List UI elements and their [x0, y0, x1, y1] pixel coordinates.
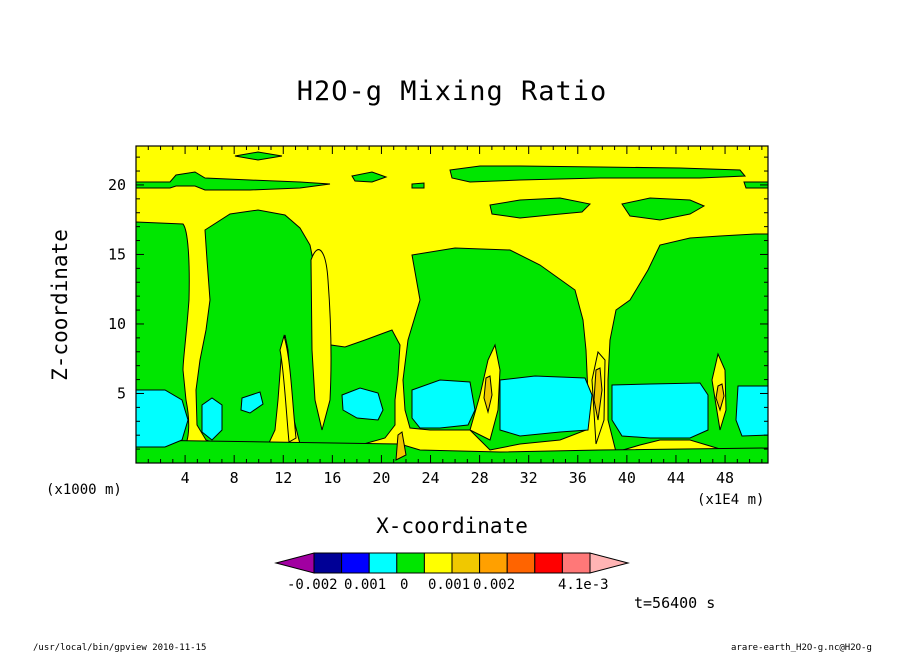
x-tick-label: 48 — [716, 469, 734, 487]
orange-spot-2 — [715, 383, 725, 412]
colorbar-segment — [368, 552, 398, 574]
green-speck-2 — [234, 151, 283, 161]
colorbar — [274, 552, 630, 574]
colorbar-segment — [451, 552, 481, 574]
axis-ticks — [136, 146, 768, 463]
footer-left: /usr/local/bin/gpview 2010-11-15 — [33, 643, 207, 653]
x-tick-label: 24 — [421, 469, 439, 487]
x-tick-label: 32 — [520, 469, 538, 487]
orange-spot-3 — [593, 367, 603, 421]
x-tick-label: 16 — [323, 469, 341, 487]
orange-spots — [395, 367, 725, 461]
colorbar-segment — [534, 552, 563, 574]
green-upper-layer-2 — [449, 165, 747, 183]
colorbar-segment — [561, 552, 591, 574]
x-tick-label: 36 — [569, 469, 587, 487]
cyan-region-4 — [341, 387, 384, 421]
colorbar-label-1: -0.002 — [287, 577, 338, 593]
colorbar-label-3: 0 — [400, 577, 409, 593]
cyan-region-7 — [611, 382, 709, 439]
colorbar-segment — [506, 552, 536, 574]
y-tick-label: 5 — [117, 384, 126, 402]
orange-spot-1 — [483, 375, 493, 414]
cyan-region-5 — [411, 379, 476, 429]
colorbar-label-2: 0.001 — [344, 577, 387, 593]
yellow-gap-1 — [279, 334, 297, 443]
x-unit-note: (x1000 m) — [46, 482, 122, 498]
green-speck-3 — [411, 182, 425, 189]
x-tick-label: 8 — [230, 469, 239, 487]
colorbar-segment — [479, 552, 508, 574]
colorbar-segment — [341, 552, 370, 574]
colorbar-label-6: 4.1e-3 — [558, 577, 609, 593]
y-tick-label: 20 — [108, 176, 126, 194]
plot-frame — [135, 145, 769, 464]
x-tick-label: 12 — [274, 469, 292, 487]
colorbar-segment — [396, 552, 425, 574]
colorbar-max-arrow — [589, 552, 630, 574]
orange-spot-4 — [395, 431, 407, 461]
green-upper-layer-1 — [135, 171, 331, 191]
time-label: t=56400 s — [634, 594, 716, 612]
green-upper-layer-3 — [489, 197, 592, 219]
footer-right: arare-earth_H2O-g.nc@H2O-g — [731, 643, 872, 653]
colorbar-segment — [313, 552, 343, 574]
x-unit-note-2: (x1E4 m) — [697, 492, 765, 508]
x-axis-label: X-coordinate — [376, 514, 528, 538]
cyan-region-1 — [135, 389, 189, 448]
cyan-region-2 — [201, 397, 223, 441]
colorbar-label-5: 0.002 — [473, 577, 516, 593]
colorbar-segment — [423, 552, 453, 574]
colorbar-min-arrow — [274, 552, 315, 574]
x-tick-label: 44 — [667, 469, 685, 487]
y-axis-label: Z-coordinate — [48, 229, 72, 381]
chart-title: H2O-g Mixing Ratio — [296, 76, 608, 107]
y-tick-label: 15 — [108, 245, 126, 263]
cyan-region-6 — [499, 375, 593, 437]
x-tick-label: 28 — [471, 469, 489, 487]
yellow-gap-2 — [310, 249, 332, 431]
x-tick-label: 4 — [181, 469, 190, 487]
green-upper-layer-4 — [621, 197, 706, 221]
cyan-region-3 — [240, 391, 264, 414]
y-tick-label: 10 — [108, 315, 126, 333]
cyan-regions — [135, 375, 769, 448]
x-tick-label: 20 — [372, 469, 390, 487]
green-speck-1 — [351, 171, 388, 183]
cyan-region-8 — [735, 385, 769, 437]
colorbar-label-4: 0.001 — [428, 577, 471, 593]
x-tick-label: 40 — [618, 469, 636, 487]
